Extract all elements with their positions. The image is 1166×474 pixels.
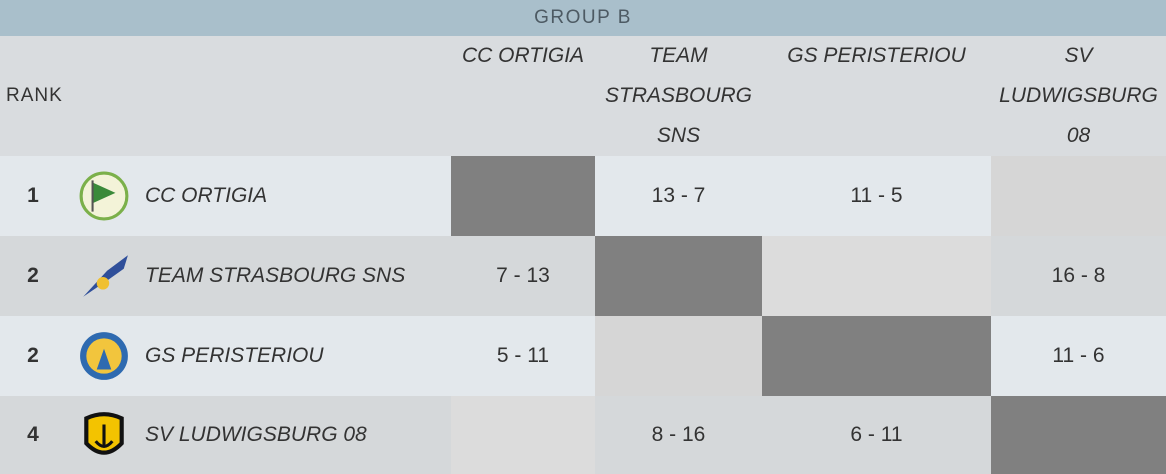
column-header: SV LUDWIGSBURG 08 [999, 44, 1158, 147]
result-cell: 8 - 16 [651, 423, 706, 446]
logo-icon [83, 255, 128, 297]
rank-cell: 1 [27, 184, 39, 207]
logo-icon [84, 412, 124, 455]
logo-icon [80, 332, 128, 380]
group-title: GROUP B [0, 0, 1166, 36]
result-cell: 7 - 13 [496, 264, 550, 287]
rank-header: RANK [6, 85, 63, 106]
rank-cell: 2 [27, 344, 39, 367]
result-cell: 5 - 11 [496, 344, 550, 367]
result-cell: 6 - 11 [850, 423, 903, 446]
result-cell [991, 396, 1166, 474]
result-cell [762, 236, 991, 316]
team-name: SV LUDWIGSBURG 08 [145, 423, 367, 446]
team-name: TEAM STRASBOURG SNS [145, 264, 406, 287]
team-logo [78, 250, 130, 302]
result-cell [595, 236, 762, 316]
rank-cell: 4 [27, 423, 39, 446]
result-cell [991, 156, 1166, 236]
column-header: CC ORTIGIA [461, 44, 585, 67]
result-cell [595, 316, 762, 396]
result-cell [451, 396, 595, 474]
result-cell [451, 156, 595, 236]
column-header: GS PERISTERIOU [787, 44, 966, 67]
result-cell: 16 - 8 [1051, 264, 1106, 287]
team-logo [78, 170, 130, 222]
result-cell: 11 - 5 [850, 184, 903, 207]
result-cell: 11 - 6 [1052, 344, 1105, 367]
rank-cell: 2 [27, 264, 39, 287]
team-logo [78, 330, 130, 382]
team-name: CC ORTIGIA [145, 184, 268, 207]
result-cell: 13 - 7 [651, 184, 706, 207]
team-logo [78, 410, 130, 462]
result-cell [762, 316, 991, 396]
column-header: TEAM STRASBOURG SNS [604, 44, 753, 147]
logo-icon [79, 171, 129, 221]
team-name: GS PERISTERIOU [145, 344, 324, 367]
header-row [0, 36, 1166, 156]
